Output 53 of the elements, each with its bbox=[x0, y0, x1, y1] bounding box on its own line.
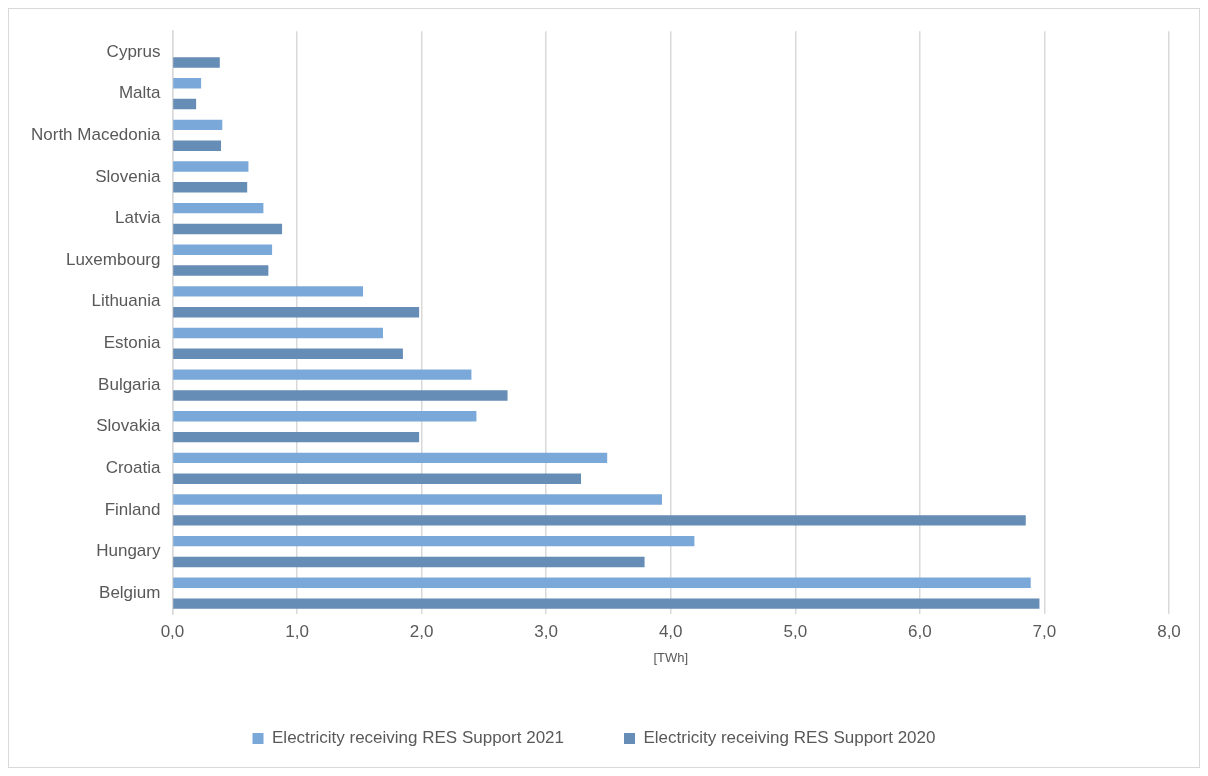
bar bbox=[173, 265, 269, 276]
bar bbox=[173, 515, 1026, 526]
bar bbox=[173, 161, 249, 172]
bar bbox=[173, 598, 1040, 609]
bar bbox=[173, 182, 248, 193]
y-tick-label: North Macedonia bbox=[30, 124, 161, 144]
bar bbox=[173, 286, 364, 297]
bar bbox=[173, 202, 264, 214]
x-tick-label: 6,0 bbox=[908, 621, 932, 641]
y-tick-label: Hungary bbox=[96, 541, 161, 561]
y-tick-label: Slovakia bbox=[96, 416, 161, 436]
y-tick-label: Bulgaria bbox=[98, 374, 161, 394]
y-tick-label: Malta bbox=[118, 83, 161, 103]
y-tick-label: Croatia bbox=[105, 457, 161, 477]
bar bbox=[173, 57, 220, 68]
bar bbox=[173, 390, 508, 401]
y-tick-label: Latvia bbox=[115, 208, 161, 228]
bar bbox=[173, 348, 403, 360]
y-tick-label: Slovenia bbox=[95, 166, 161, 186]
legend-label: Electricity receiving RES Support 2020 bbox=[643, 728, 936, 748]
y-tick-label: Cyprus bbox=[106, 41, 161, 61]
bar bbox=[173, 327, 383, 339]
bar bbox=[173, 306, 420, 318]
bar bbox=[173, 431, 420, 443]
legend-label: Electricity receiving RES Support 2021 bbox=[272, 728, 565, 748]
y-tick-label: Finland bbox=[104, 499, 161, 519]
bar bbox=[173, 78, 202, 89]
x-tick-label: 0,0 bbox=[160, 621, 185, 641]
x-tick-label: 3,0 bbox=[534, 621, 558, 641]
bar bbox=[173, 494, 663, 505]
y-tick-label: Belgium bbox=[99, 582, 161, 602]
x-axis-title: [TWh] bbox=[653, 649, 689, 665]
y-tick-label: Estonia bbox=[103, 333, 161, 353]
x-tick-label: 1,0 bbox=[285, 621, 309, 641]
x-tick-label: 7,0 bbox=[1032, 621, 1057, 641]
x-tick-label: 5,0 bbox=[783, 621, 808, 641]
y-tick-label: Luxembourg bbox=[65, 249, 161, 269]
bar bbox=[173, 223, 283, 235]
bar bbox=[173, 244, 273, 255]
bar bbox=[173, 473, 582, 484]
bar bbox=[173, 98, 197, 110]
x-tick-label: 2,0 bbox=[409, 621, 434, 641]
bar bbox=[173, 140, 222, 151]
bar bbox=[173, 119, 223, 131]
x-tick-label: 8,0 bbox=[1157, 621, 1181, 641]
bar bbox=[173, 452, 608, 464]
bar bbox=[173, 556, 645, 568]
bar bbox=[173, 577, 1031, 588]
bar bbox=[173, 369, 472, 380]
bar bbox=[173, 535, 695, 547]
y-tick-label: Lithuania bbox=[91, 291, 161, 311]
bar bbox=[173, 411, 477, 422]
x-tick-label: 4,0 bbox=[658, 621, 683, 641]
